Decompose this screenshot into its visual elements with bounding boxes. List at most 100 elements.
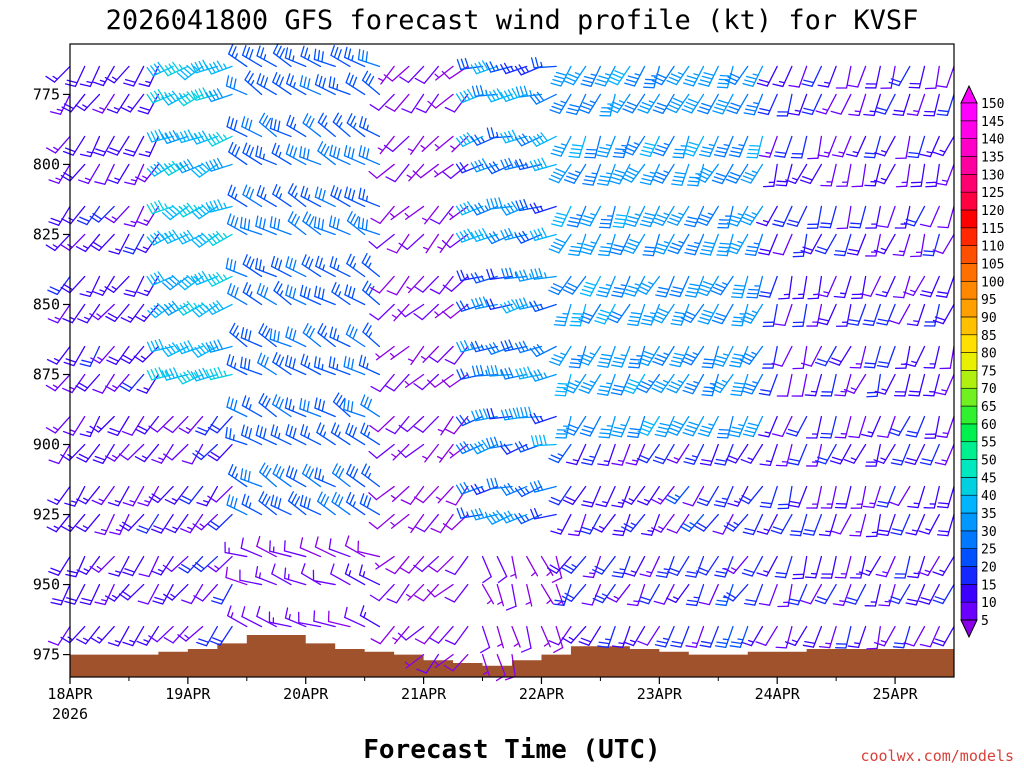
colorbar-label: 35 (981, 507, 997, 522)
barb-full-feather (568, 220, 580, 224)
wind-barb (412, 163, 439, 179)
barb-half-feather (677, 72, 684, 76)
barb-half-feather (262, 265, 265, 273)
barb-full-feather (697, 432, 709, 437)
barb-full-feather (94, 601, 106, 606)
wind-barb (76, 485, 101, 505)
barb-staff (410, 345, 425, 366)
wind-barb (331, 491, 351, 516)
barb-full-feather (343, 46, 348, 59)
x-tick-label: 25APR (872, 685, 918, 703)
barb-full-feather (75, 246, 87, 253)
barb-full-feather (490, 198, 495, 210)
barb-full-feather (150, 274, 158, 285)
barb-full-feather (569, 216, 582, 221)
colorbar-label: 110 (981, 240, 1004, 255)
barb-full-feather (523, 269, 529, 281)
barb-full-feather (275, 74, 281, 85)
barb-full-feather (471, 298, 477, 310)
barb-full-feather (671, 183, 683, 186)
barb-full-feather (154, 596, 166, 602)
barb-full-feather (803, 79, 815, 84)
barb-staff (933, 485, 940, 509)
wind-barb (359, 493, 381, 516)
barb-full-feather (507, 202, 515, 213)
barb-full-feather (118, 453, 129, 461)
barb-half-feather (560, 100, 567, 104)
barb-full-feather (302, 211, 309, 222)
wind-barb (500, 339, 528, 352)
barb-full-feather (501, 268, 506, 280)
barb-full-feather (639, 105, 651, 111)
barb-staff (607, 443, 616, 466)
wind-barb (272, 184, 292, 208)
barb-half-feather (753, 242, 760, 245)
barb-half-feather (546, 599, 552, 605)
barb-full-feather (332, 357, 336, 369)
barb-full-feather (314, 536, 319, 548)
barb-half-feather (722, 282, 729, 286)
barb-staff (424, 205, 439, 225)
barb-half-feather (747, 639, 755, 643)
barb-full-feather (482, 296, 489, 308)
barb-full-feather (135, 428, 146, 435)
wind-barb (65, 555, 86, 578)
wind-barb (272, 352, 292, 376)
barb-full-feather (241, 606, 246, 618)
barb-full-feather (496, 510, 504, 520)
barb-staff (273, 289, 292, 306)
wind-barb (628, 345, 646, 369)
barb-full-feather (503, 443, 512, 454)
barb-staff (859, 513, 867, 537)
barb-full-feather (135, 247, 147, 254)
barb-full-feather (771, 433, 784, 438)
barb-staff (410, 93, 425, 114)
barb-full-feather (277, 218, 281, 231)
barb-half-feather (232, 434, 235, 441)
barb-half-feather (589, 100, 596, 104)
barb-full-feather (738, 498, 750, 505)
barb-staff (703, 513, 719, 532)
barb-staff (407, 583, 425, 601)
barb-half-feather (480, 275, 485, 282)
wind-barb (62, 373, 86, 394)
barb-half-feather (823, 151, 831, 154)
barb-full-feather (272, 72, 278, 83)
barb-full-feather (470, 273, 477, 284)
barb-full-feather (771, 362, 783, 367)
colorbar-top-arrow (960, 84, 978, 104)
barb-full-feather (551, 105, 563, 111)
barb-staff (854, 583, 867, 605)
barb-full-feather (728, 154, 741, 158)
barb-full-feather (161, 212, 171, 221)
wind-barb (746, 135, 764, 159)
barb-full-feather (743, 112, 755, 116)
barb-full-feather (352, 76, 358, 88)
barb-staff (692, 485, 705, 507)
barb-full-feather (179, 342, 187, 353)
barb-half-feather (115, 248, 122, 252)
barb-full-feather (302, 147, 306, 159)
barb-full-feather (321, 189, 326, 202)
barb-full-feather (862, 505, 875, 509)
barb-full-feather (829, 460, 842, 465)
barb-full-feather (470, 205, 478, 216)
wind-barb (455, 228, 484, 243)
barb-full-feather (847, 322, 859, 326)
barb-staff (884, 373, 896, 395)
barb-full-feather (347, 48, 352, 60)
barb-full-feather (146, 369, 153, 381)
barb-full-feather (120, 106, 131, 113)
wind-barb (787, 485, 808, 508)
barb-full-feather (412, 170, 422, 179)
wind-barb (651, 513, 675, 533)
barb-full-feather (641, 101, 653, 107)
barb-half-feather (575, 170, 582, 174)
barb-full-feather (566, 224, 579, 228)
barb-full-feather (830, 110, 842, 115)
barb-full-feather (641, 177, 653, 182)
barb-full-feather (321, 400, 325, 412)
barb-half-feather (643, 498, 651, 503)
wind-barb (621, 163, 646, 183)
barb-full-feather (621, 499, 633, 505)
